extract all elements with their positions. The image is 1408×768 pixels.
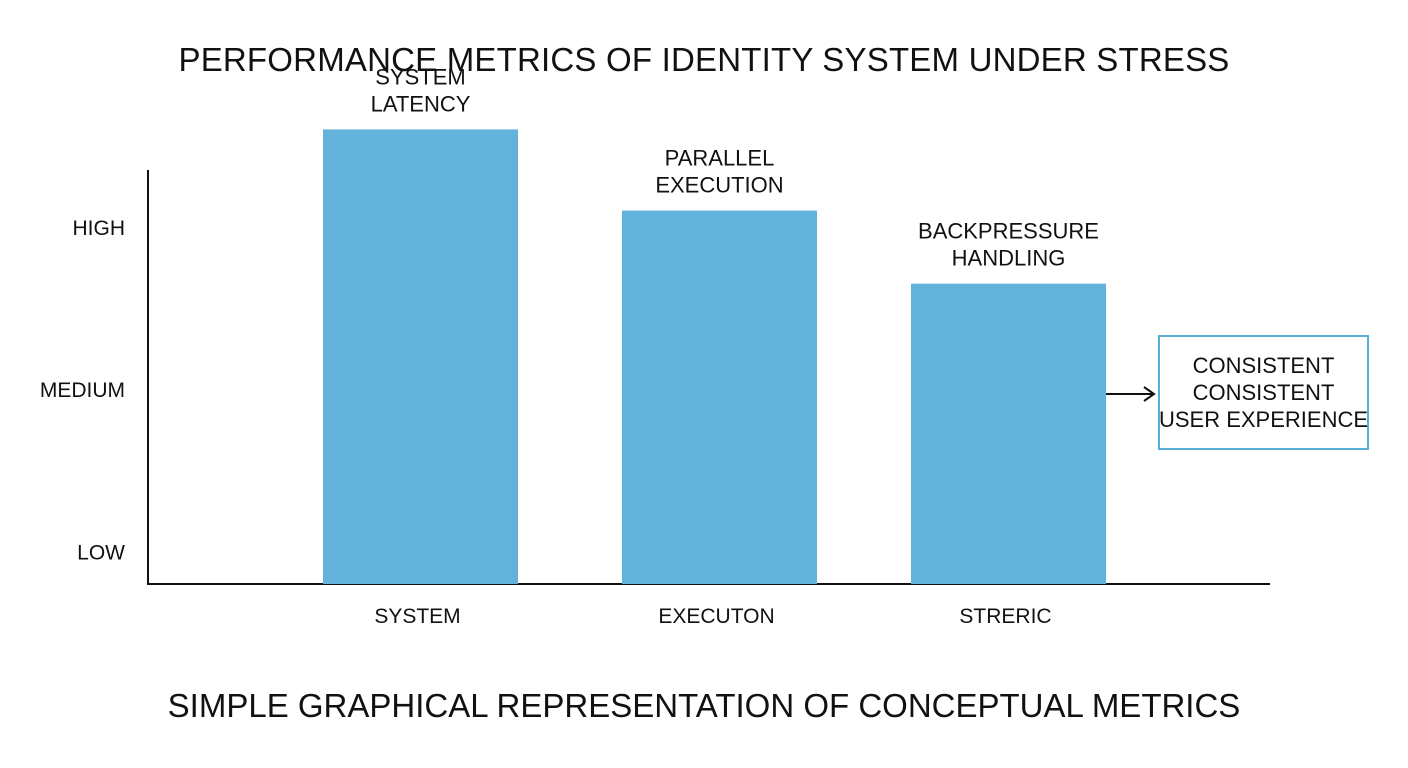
chart-subtitle: SIMPLE GRAPHICAL REPRESENTATION OF CONCE… [167,687,1241,724]
bar-label-2-line-1: PARALLEL [665,146,775,171]
y-tick-label-medium: MEDIUM [40,379,125,402]
x-tick-labels: SYSTEM EXECUTON STRERIC [374,605,1051,628]
bar-3 [911,283,1106,584]
bar-label-1-line-1: SYSTEM [375,64,465,89]
bar-label-3-line-2: HANDLING [952,246,1066,271]
annotation-arrow [1106,386,1156,402]
annotation-line-3: USER EXPERIENCE [1158,407,1369,432]
bar-2 [622,210,817,584]
bar-label-2-line-2: EXECUTION [655,173,783,198]
annotation-line-1: CONSISTENT [1192,353,1335,378]
bar-1 [323,129,518,585]
bar-label-3-line-1: BACKPRESSURE [918,219,1099,244]
chart-title: PERFORMANCE METRICS OF IDENTITY SYSTEM U… [178,41,1230,78]
y-tick-label-low: LOW [77,542,125,565]
arrow-head-icon [1143,386,1156,402]
x-tick-label-1: SYSTEM [374,605,460,628]
y-tick-labels: LOW MEDIUM HIGH [40,217,125,565]
y-tick-label-high: HIGH [73,217,126,240]
bar-label-1-line-2: LATENCY [371,91,471,116]
x-tick-label-3: STRERIC [959,605,1051,628]
bars [323,129,1106,585]
x-tick-label-2: EXECUTON [658,605,774,628]
annotation-line-2: CONSISTENT [1192,380,1335,405]
annotation-box: CONSISTENT CONSISTENT USER EXPERIENCE [1158,335,1369,450]
